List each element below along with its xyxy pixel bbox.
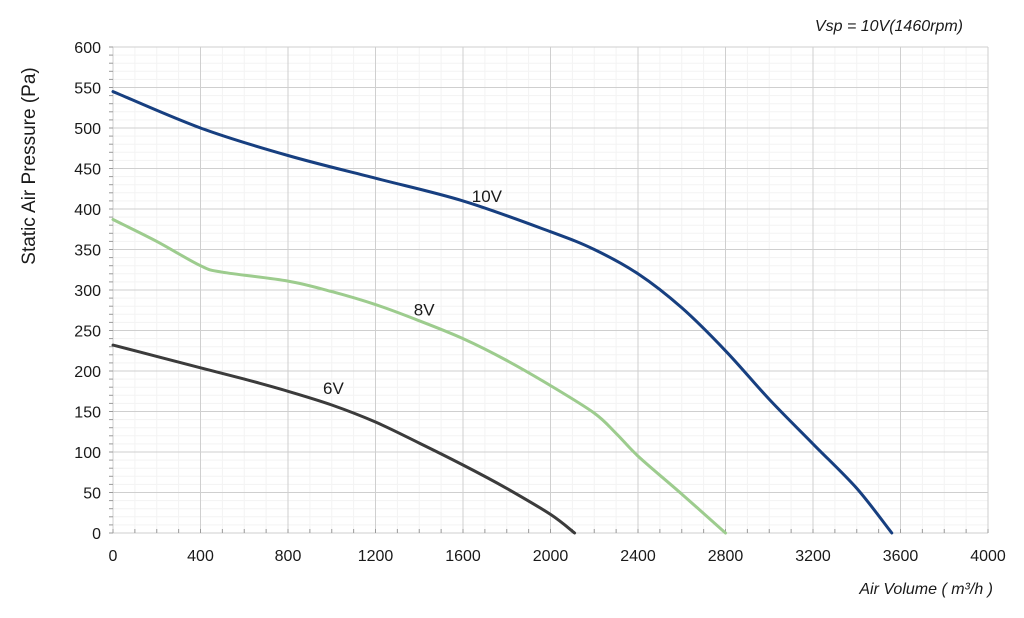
y-tick-label: 0 — [92, 526, 101, 543]
y-tick-label: 350 — [74, 243, 101, 260]
x-tick-label: 0 — [109, 548, 118, 565]
y-tick-label: 500 — [74, 121, 101, 138]
y-tick-label: 400 — [74, 202, 101, 219]
series-label-6v: 6V — [323, 379, 344, 398]
series-label-10v: 10V — [472, 187, 503, 206]
x-tick-label: 1200 — [358, 548, 394, 565]
series-labels: 10V 8V 6V — [323, 187, 503, 398]
x-tick-labels: 0 400 800 1200 1600 2000 2400 2800 3200 3600 4000 — [109, 548, 1006, 565]
series-line-10v — [111, 90, 894, 535]
y-tick-labels: 0 50 100 150 200 250 300 350 400 450 500 550 600 — [74, 40, 101, 543]
x-tick-label: 800 — [275, 548, 302, 565]
x-tick-label: 2000 — [533, 548, 569, 565]
series-label-8v: 8V — [414, 300, 435, 319]
minor-tick-marks — [109, 46, 989, 534]
x-tick-label: 4000 — [970, 548, 1006, 565]
x-tick-label: 400 — [187, 548, 214, 565]
y-tick-label: 150 — [74, 405, 101, 422]
y-tick-label: 250 — [74, 324, 101, 341]
x-tick-label: 3600 — [883, 548, 919, 565]
y-tick-label: 50 — [83, 486, 101, 503]
x-tick-label: 1600 — [445, 548, 481, 565]
series-line-8v — [111, 218, 727, 535]
series-lines — [111, 90, 894, 535]
y-tick-label: 450 — [74, 162, 101, 179]
y-axis-title: Static Air Pressure (Pa) — [19, 67, 40, 264]
x-tick-label: 3200 — [795, 548, 831, 565]
speed-annotation: Vsp = 10V(1460rpm) — [815, 18, 963, 35]
x-tick-label: 2400 — [620, 548, 656, 565]
x-tick-label: 2800 — [708, 548, 744, 565]
y-tick-label: 200 — [74, 364, 101, 381]
y-tick-label: 600 — [74, 40, 101, 57]
y-tick-label: 100 — [74, 445, 101, 462]
y-tick-label: 550 — [74, 81, 101, 98]
x-axis-title: Air Volume ( m³/h ) — [858, 581, 993, 598]
y-tick-label: 300 — [74, 283, 101, 300]
series-line-6v — [111, 343, 577, 535]
